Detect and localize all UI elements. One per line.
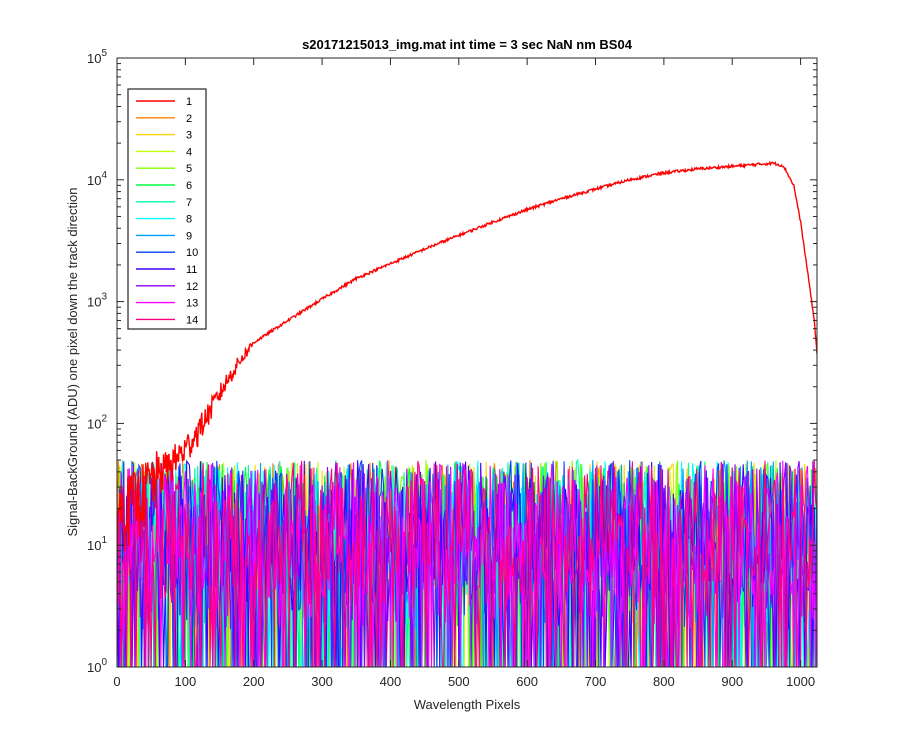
legend-item: 2 <box>136 113 192 125</box>
y-tick-label: 103 <box>87 292 107 310</box>
main-series-layer <box>117 160 817 556</box>
legend-item: 14 <box>136 314 198 326</box>
y-tick-base: 10 <box>87 51 101 66</box>
y-tick-base: 10 <box>87 416 101 431</box>
y-tick-label: 104 <box>87 170 107 188</box>
y-tick-base: 10 <box>87 538 101 553</box>
x-tick-label: 300 <box>311 674 333 689</box>
x-tick-label: 900 <box>721 674 743 689</box>
y-axis-label: Signal-BackGround (ADU) one pixel down t… <box>65 187 80 536</box>
series-line-14 <box>117 460 817 667</box>
x-tick-label: 0 <box>113 674 120 689</box>
y-tick-base: 10 <box>87 660 101 675</box>
legend-label: 13 <box>186 298 198 310</box>
legend-label: 1 <box>186 96 192 108</box>
x-axis-label: Wavelength Pixels <box>414 697 521 712</box>
legend-label: 5 <box>186 163 192 175</box>
legend-item: 12 <box>136 281 198 293</box>
legend-item: 6 <box>136 180 192 192</box>
y-tick-label: 100 <box>87 657 107 675</box>
series-line-1 <box>117 160 817 556</box>
legend-label: 2 <box>186 113 192 125</box>
legend-item: 3 <box>136 130 192 142</box>
noise-series-layer <box>117 458 817 667</box>
legend-item: 13 <box>136 298 198 310</box>
chart-title: s20171215013_img.mat int time = 3 sec Na… <box>302 37 633 52</box>
legend-item: 5 <box>136 163 192 175</box>
y-tick-base: 10 <box>87 295 101 310</box>
y-tick-exponent: 1 <box>101 535 107 546</box>
legend-label: 8 <box>186 214 192 226</box>
legend-item: 11 <box>136 264 197 276</box>
y-tick-exponent: 0 <box>101 657 107 668</box>
legend-label: 7 <box>186 197 192 209</box>
x-tick-label: 400 <box>380 674 402 689</box>
legend-label: 3 <box>186 130 192 142</box>
legend-label: 10 <box>186 247 198 259</box>
legend-item: 4 <box>136 146 192 158</box>
y-tick-exponent: 3 <box>101 292 107 303</box>
y-tick-label: 102 <box>87 413 107 431</box>
x-tick-label: 600 <box>516 674 538 689</box>
legend-item: 7 <box>136 197 192 209</box>
x-tick-label: 500 <box>448 674 470 689</box>
legend-box <box>127 88 207 330</box>
legend-item: 1 <box>136 96 192 108</box>
legend-item: 9 <box>136 230 192 242</box>
legend-label: 6 <box>186 180 192 192</box>
x-tick-label: 800 <box>653 674 675 689</box>
x-axis: 0 100 200 300 400 500 600 700 800 900 1000 <box>113 58 815 689</box>
legend-label: 12 <box>186 281 198 293</box>
y-tick-exponent: 4 <box>101 170 107 181</box>
legend-label: 9 <box>186 230 192 242</box>
y-tick-exponent: 5 <box>101 48 107 59</box>
x-tick-label: 100 <box>175 674 197 689</box>
legend-item: 8 <box>136 214 192 226</box>
legend-label: 11 <box>186 264 197 276</box>
x-tick-label: 200 <box>243 674 265 689</box>
y-tick-label: 105 <box>87 48 107 66</box>
y-tick-base: 10 <box>87 173 101 188</box>
legend-item: 10 <box>136 247 198 259</box>
x-tick-label: 700 <box>585 674 607 689</box>
y-tick-exponent: 2 <box>101 413 107 424</box>
legend-label: 14 <box>186 314 198 326</box>
legend-label: 4 <box>186 146 192 158</box>
plot-area-frame <box>116 57 818 668</box>
x-tick-label: 1000 <box>786 674 815 689</box>
y-tick-label: 101 <box>87 535 107 553</box>
